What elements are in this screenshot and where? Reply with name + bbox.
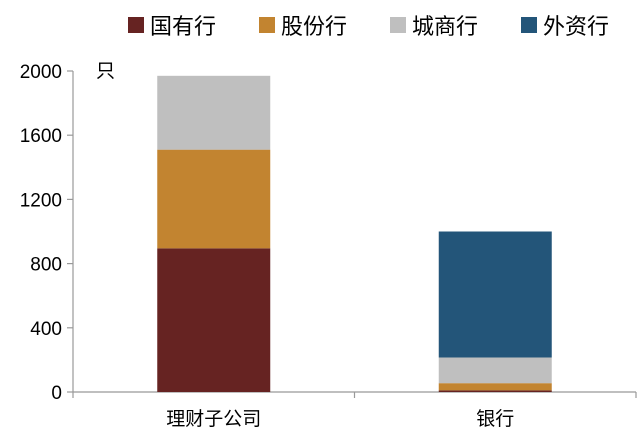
y-tick-label: 2000 xyxy=(20,62,62,83)
x-axis: 理财子公司 银行 xyxy=(72,391,637,430)
bars xyxy=(157,75,552,392)
legend-label: 国有行 xyxy=(150,15,216,40)
legend-label: 城商行 xyxy=(412,15,478,40)
y-axis: 0 400 800 1200 1600 2000 xyxy=(20,62,74,404)
bar-segment-1-1 xyxy=(438,383,552,391)
legend-swatch xyxy=(521,17,537,33)
legend-swatch xyxy=(128,17,144,33)
x-category-label: 银行 xyxy=(476,408,514,430)
legend-swatch xyxy=(259,17,275,33)
y-tick-label: 800 xyxy=(30,255,62,276)
legend: 国有行 股份行 城商行 外资行 xyxy=(128,15,609,40)
bar-segment-0-1 xyxy=(157,149,271,249)
bar-segment-1-3 xyxy=(438,231,552,358)
x-category-label: 理财子公司 xyxy=(166,408,261,430)
y-tick-label: 1600 xyxy=(20,126,62,147)
y-tick-label: 1200 xyxy=(20,190,62,211)
bar-segment-0-2 xyxy=(157,75,271,150)
y-axis-unit-label: 只 xyxy=(96,60,115,82)
y-tick-label: 400 xyxy=(30,319,62,340)
legend-label: 股份行 xyxy=(281,15,347,40)
bar-segment-1-2 xyxy=(438,357,552,384)
legend-label: 外资行 xyxy=(543,15,609,40)
legend-swatch xyxy=(390,17,406,33)
bar-segment-0-0 xyxy=(157,248,271,392)
y-tick-label: 0 xyxy=(51,383,62,404)
bar-segment-1-0 xyxy=(438,390,552,392)
